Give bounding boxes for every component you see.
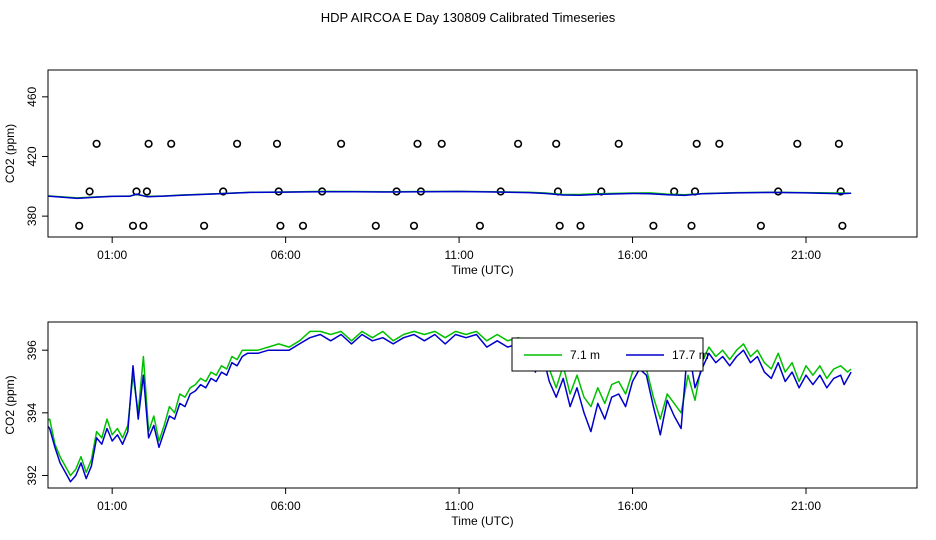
data-point [614,139,623,148]
data-point [552,139,561,148]
legend-label: 7.1 m [570,348,600,362]
y-tick-label: 420 [25,146,39,166]
data-point [272,139,282,148]
data-point [75,221,84,230]
page-title: HDP AIRCOA E Day 130809 Calibrated Times… [321,10,616,25]
data-point [276,221,285,230]
data-point [142,187,151,196]
data-point [513,139,523,148]
data-point [167,139,176,148]
legend: 7.1 m 17.7 m [511,337,709,372]
data-point [298,221,308,230]
data-point [813,59,820,66]
data-point [255,59,262,66]
data-point [756,221,766,230]
data-point [695,59,702,66]
y-tick-label: 392 [25,465,39,485]
data-point [413,139,422,148]
plot-frame [47,69,918,238]
y-tick-label: 460 [25,87,39,107]
series-line-7-1-m [48,330,852,477]
x-tick-label: 16:00 [618,499,648,513]
x-tick-label: 01:00 [97,248,127,262]
data-point [272,59,279,66]
data-point [838,221,847,230]
data-point [437,139,446,148]
x-axis-label: Time (UTC) [451,514,513,528]
x-tick-label: 01:00 [97,499,127,513]
x-tick-label: 21:00 [791,248,821,262]
legend-label: 17.7 m [672,348,709,362]
data-point [836,187,845,196]
data-point [128,221,138,230]
data-point [692,139,701,148]
data-point [549,59,556,66]
data-point [114,59,121,66]
data-point [834,139,844,148]
data-point [147,59,154,66]
data-point [532,59,539,66]
plot-area [48,330,852,483]
x-axis-label: Time (UTC) [451,263,513,277]
data-point [200,221,209,230]
data-point [182,59,189,66]
data-point [737,59,744,66]
data-point [830,59,837,66]
y-tick-label: 394 [25,402,39,422]
x-tick-label: 11:00 [445,248,474,262]
data-point [555,221,564,230]
series-line-17-7-m [48,190,852,200]
data-point [416,59,423,66]
data-point [85,187,94,196]
panel-bottom: 01:00 06:00 11:00 16:00 21:00 Time (UTC) 392 39… [3,321,918,528]
data-point [144,139,153,148]
data-point [793,139,802,148]
x-tick-label: 11:00 [445,499,474,513]
x-tick-label: 06:00 [271,248,301,262]
data-point [337,139,346,148]
data-point [715,139,724,148]
plot-frame [47,321,918,489]
y-tick-label: 396 [25,340,39,360]
data-point [92,139,101,148]
data-point [633,59,640,66]
data-point [371,221,380,230]
data-point [219,187,228,196]
data-point [456,59,463,66]
y-tick-label: 380 [25,206,39,226]
x-tick-label: 21:00 [791,499,821,513]
data-point [355,59,362,66]
data-point [576,221,585,230]
plot-area [48,59,852,230]
data-point [409,221,419,230]
x-tick-label: 16:00 [618,248,648,262]
data-point [649,221,658,230]
data-point [774,187,783,196]
y-axis-label: CO2 (ppm) [3,375,17,434]
data-point [687,221,696,230]
panel-top: 01:00 06:00 11:00 16:00 21:00 Time (UTC) 380 42… [3,59,918,277]
series-line-17-7-m [48,333,852,483]
x-tick-label: 06:00 [271,499,301,513]
data-point [233,139,242,148]
y-axis-label: CO2 (ppm) [3,124,17,183]
data-point [139,221,148,230]
data-point [475,221,485,230]
